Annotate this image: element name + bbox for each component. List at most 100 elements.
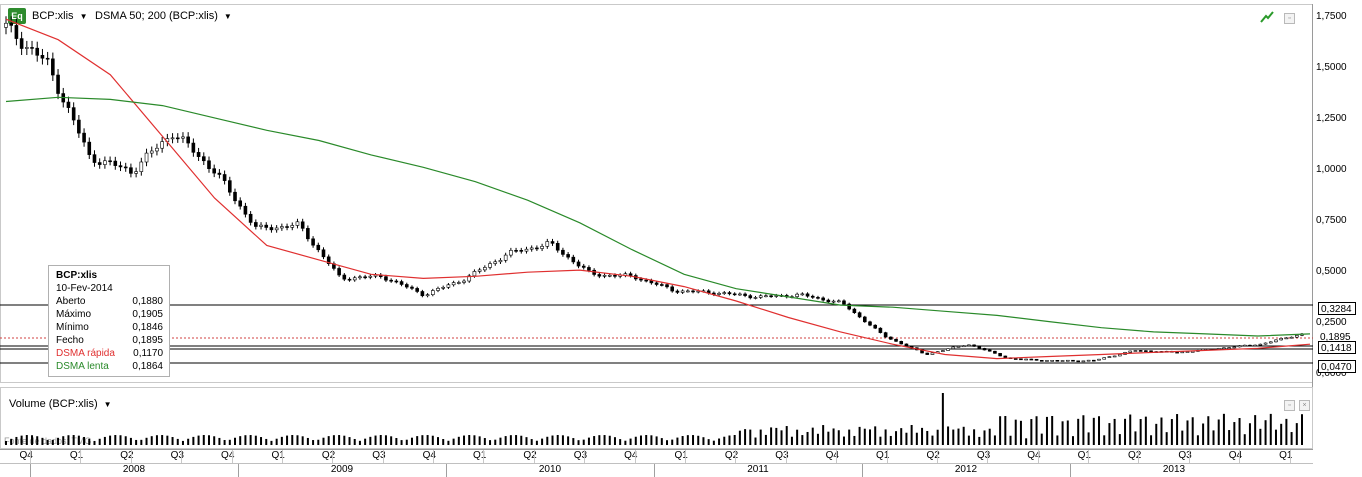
volume-bar — [124, 436, 127, 445]
volume-bar — [1259, 428, 1262, 445]
volume-bar — [1025, 438, 1028, 445]
volume-bar — [936, 429, 939, 445]
volume-bar — [941, 393, 944, 445]
volume-bar — [249, 435, 252, 445]
candle-body — [181, 136, 185, 139]
volume-bar — [598, 435, 601, 445]
volume-bar — [967, 435, 970, 445]
volume-bar — [202, 435, 205, 445]
candle-body — [144, 152, 149, 163]
candle-body — [722, 292, 727, 294]
tooltip-row-fast-ma: DSMA rápida 0,1170 — [56, 348, 163, 359]
volume-pane[interactable] — [0, 387, 1313, 449]
candle-body — [415, 288, 419, 292]
candle-body — [347, 278, 352, 281]
quarter-separator — [181, 450, 183, 463]
volume-bar — [1290, 432, 1293, 445]
trend-tool-icon[interactable] — [1260, 10, 1274, 24]
candle-body — [503, 254, 508, 261]
candle-body — [233, 191, 237, 202]
volume-bar — [957, 428, 960, 445]
volume-bar — [869, 429, 871, 445]
candle-body — [363, 276, 367, 279]
volume-bar — [1181, 430, 1184, 445]
volume-bar — [1248, 423, 1251, 445]
volume-bar — [577, 440, 580, 445]
volume-bar — [317, 439, 320, 445]
candle-body — [467, 275, 472, 282]
volume-bar — [1103, 435, 1106, 445]
symbol-selector[interactable]: BCP:xlis ▼ — [32, 10, 87, 22]
volume-bar — [567, 436, 570, 445]
year-separator — [654, 464, 655, 477]
candle-body — [555, 243, 560, 251]
volume-bar — [228, 439, 231, 445]
candle-body — [967, 344, 971, 347]
candle-body — [1102, 357, 1107, 360]
close-icon[interactable]: × — [1299, 400, 1310, 411]
quarter-separator — [1289, 450, 1291, 463]
timeline-mid-border — [0, 463, 1313, 464]
volume-bar — [848, 429, 851, 445]
volume-bar — [20, 435, 23, 445]
volume-bar — [478, 436, 481, 445]
candle-body — [410, 286, 414, 289]
candle-body — [873, 324, 878, 329]
volume-bar — [176, 438, 179, 445]
volume-bar — [1264, 420, 1267, 445]
volume-selector[interactable]: Volume (BCP:xlis) ▼ — [9, 398, 112, 410]
candle-body — [1107, 356, 1112, 358]
volume-bar — [801, 435, 804, 445]
candle-body — [1118, 354, 1122, 357]
candle-body — [1076, 360, 1080, 363]
volume-bar — [645, 435, 648, 445]
quarter-separator — [685, 450, 686, 463]
quarter-label: Q1 — [69, 450, 84, 461]
instrument-type-badge[interactable]: Eq — [8, 8, 26, 24]
candle-body — [946, 348, 950, 351]
quarter-label: Q3 — [170, 450, 184, 461]
volume-bar — [239, 436, 242, 445]
ma-line — [5, 96, 1311, 337]
candle-body — [451, 282, 456, 286]
candle-body — [836, 300, 841, 303]
volume-bar — [72, 435, 75, 445]
candle-body — [1268, 341, 1273, 344]
candle-body — [842, 300, 846, 305]
candle-body — [961, 345, 966, 348]
indicator-selector[interactable]: DSMA 50; 200 (BCP:xlis) ▼ — [95, 10, 232, 22]
volume-bar — [1202, 423, 1205, 445]
candle-body — [821, 297, 825, 301]
quarter-label: Q1 — [674, 450, 688, 461]
last-price-tag: 0,1895 — [1320, 332, 1351, 343]
tooltip-row: Fecho 0,1895 — [56, 335, 163, 346]
volume-bar — [525, 437, 528, 445]
volume-bar — [572, 438, 575, 445]
volume-bar — [145, 437, 148, 445]
candle-body — [9, 22, 14, 26]
volume-bar — [1071, 436, 1074, 445]
candle-body — [477, 269, 482, 272]
volume-bar — [702, 437, 705, 445]
quarter-label: Q2 — [1127, 450, 1142, 461]
candle-body — [587, 267, 591, 271]
candle-body — [529, 247, 534, 250]
volume-bar — [1113, 418, 1116, 445]
axis-divider — [1312, 4, 1313, 444]
volume-bar — [1014, 419, 1017, 445]
quarter-separator — [785, 450, 787, 463]
volume-bar — [161, 435, 164, 445]
candle-body — [857, 312, 862, 318]
candle-body — [222, 174, 227, 181]
candle-body — [1258, 343, 1263, 346]
maximize-icon[interactable]: ▫ — [1284, 400, 1295, 411]
volume-bar — [582, 439, 585, 445]
maximize-icon[interactable]: ▫ — [1284, 13, 1295, 24]
volume-bar — [910, 425, 913, 445]
volume-bar — [515, 435, 518, 445]
candle-body — [1248, 344, 1252, 347]
volume-bar — [1087, 432, 1090, 445]
candle-body — [212, 168, 216, 174]
price-chart[interactable] — [0, 4, 1313, 383]
volume-bar — [301, 436, 304, 445]
